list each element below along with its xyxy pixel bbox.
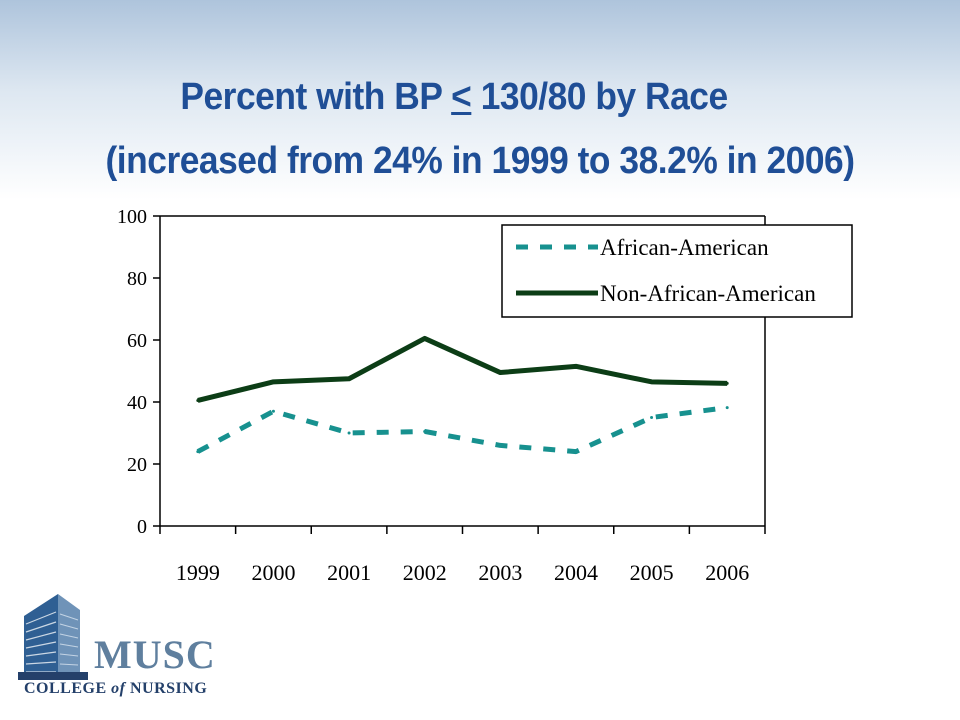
data-point <box>574 364 578 368</box>
x-tick-label: 2006 <box>705 560 749 585</box>
building-icon <box>18 594 88 680</box>
legend-label: Non-African-American <box>600 281 816 306</box>
logo-subtitle: COLLEGE of NURSING <box>24 680 208 697</box>
x-tick-label: 1999 <box>176 560 220 585</box>
logo-name: MUSC <box>94 632 216 677</box>
x-tick-label: 2002 <box>403 560 447 585</box>
title-symbol: < <box>451 76 472 118</box>
data-point <box>271 380 275 384</box>
x-tick-label: 2000 <box>251 560 295 585</box>
title-prefix: Percent with BP <box>180 76 452 118</box>
y-tick-label: 60 <box>127 330 147 352</box>
data-point <box>423 336 427 340</box>
data-point <box>196 398 200 402</box>
title-suffix: 130/80 by Race <box>471 76 728 118</box>
x-tick-label: 2003 <box>478 560 522 585</box>
data-point <box>574 450 578 454</box>
series-line-non-african-american <box>197 335 728 403</box>
legend-box <box>501 224 853 318</box>
x-tick-label: 2004 <box>554 560 598 585</box>
data-point <box>347 431 351 435</box>
data-point <box>271 409 275 413</box>
musc-logo: MUSC COLLEGE of NURSING <box>18 588 218 708</box>
legend-label: African-American <box>600 235 769 260</box>
data-point <box>650 380 654 384</box>
data-point <box>725 381 729 385</box>
data-point <box>725 406 729 410</box>
data-point <box>423 429 427 433</box>
data-point <box>196 450 200 454</box>
y-tick-label: 0 <box>137 516 147 538</box>
slide-title: Percent with BP < 130/80 by Race <box>8 76 901 119</box>
data-point <box>498 443 502 447</box>
data-point <box>347 377 351 381</box>
x-tick-label: 2005 <box>630 560 674 585</box>
line-chart: 0 20 40 60 80 100 1999 2000 2001 2002 2003 2004 2005… <box>117 206 853 585</box>
x-tick-label: 2001 <box>327 560 371 585</box>
y-tick-label: 20 <box>127 454 147 476</box>
y-tick-label: 40 <box>127 392 147 414</box>
data-point <box>498 371 502 375</box>
slide-subtitle: (increased from 24% in 1999 to 38.2% in … <box>105 140 855 182</box>
series-line-african-american <box>196 405 728 455</box>
y-tick-label: 80 <box>127 268 147 290</box>
data-point <box>650 416 654 419</box>
y-tick-label: 100 <box>117 206 147 228</box>
